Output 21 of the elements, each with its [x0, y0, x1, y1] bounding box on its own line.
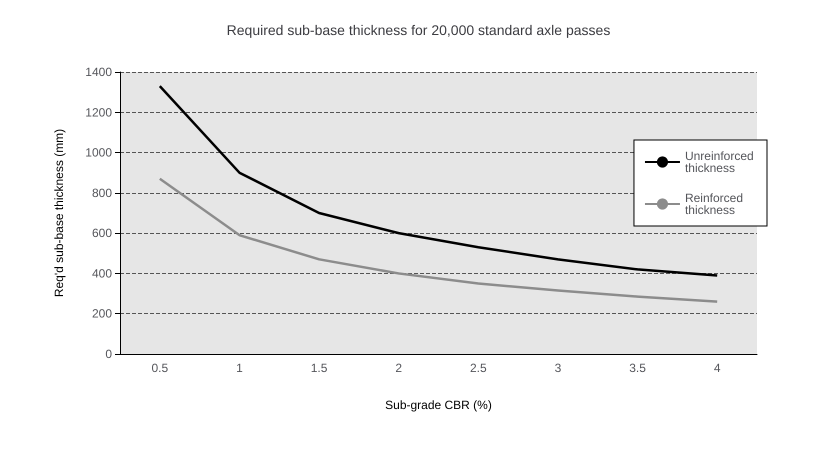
- x-tick-label: 3: [554, 361, 562, 375]
- x-tick-label: 1.5: [310, 361, 328, 375]
- legend-label: Reinforced thickness: [684, 191, 746, 217]
- y-tick-label: 1000: [85, 146, 112, 160]
- y-tick-label: 1200: [85, 105, 112, 120]
- x-tick-label: 4: [714, 361, 721, 375]
- x-tick-label: 1: [236, 361, 244, 375]
- x-tick-label: 3.5: [629, 361, 646, 375]
- y-tick-label: 0: [105, 347, 112, 361]
- legend-label: Unreinforced thickness: [684, 149, 758, 175]
- y-tick-label: 800: [92, 186, 112, 200]
- x-axis-title: Sub-grade CBR (%): [385, 398, 492, 412]
- x-tick-label: 0.5: [151, 361, 168, 375]
- chart-title: Required sub-base thickness for 20,000 standard axle passes: [226, 22, 610, 38]
- y-tick-label: 400: [92, 266, 112, 280]
- x-tick-label: 2: [395, 361, 402, 375]
- y-tick-label: 200: [92, 306, 112, 321]
- y-axis-title: Req'd sub-base thickness (mm): [52, 128, 66, 298]
- y-tick-label: 1400: [85, 65, 112, 79]
- y-tick-label: 600: [92, 226, 112, 240]
- x-tick-label: 2.5: [470, 361, 487, 375]
